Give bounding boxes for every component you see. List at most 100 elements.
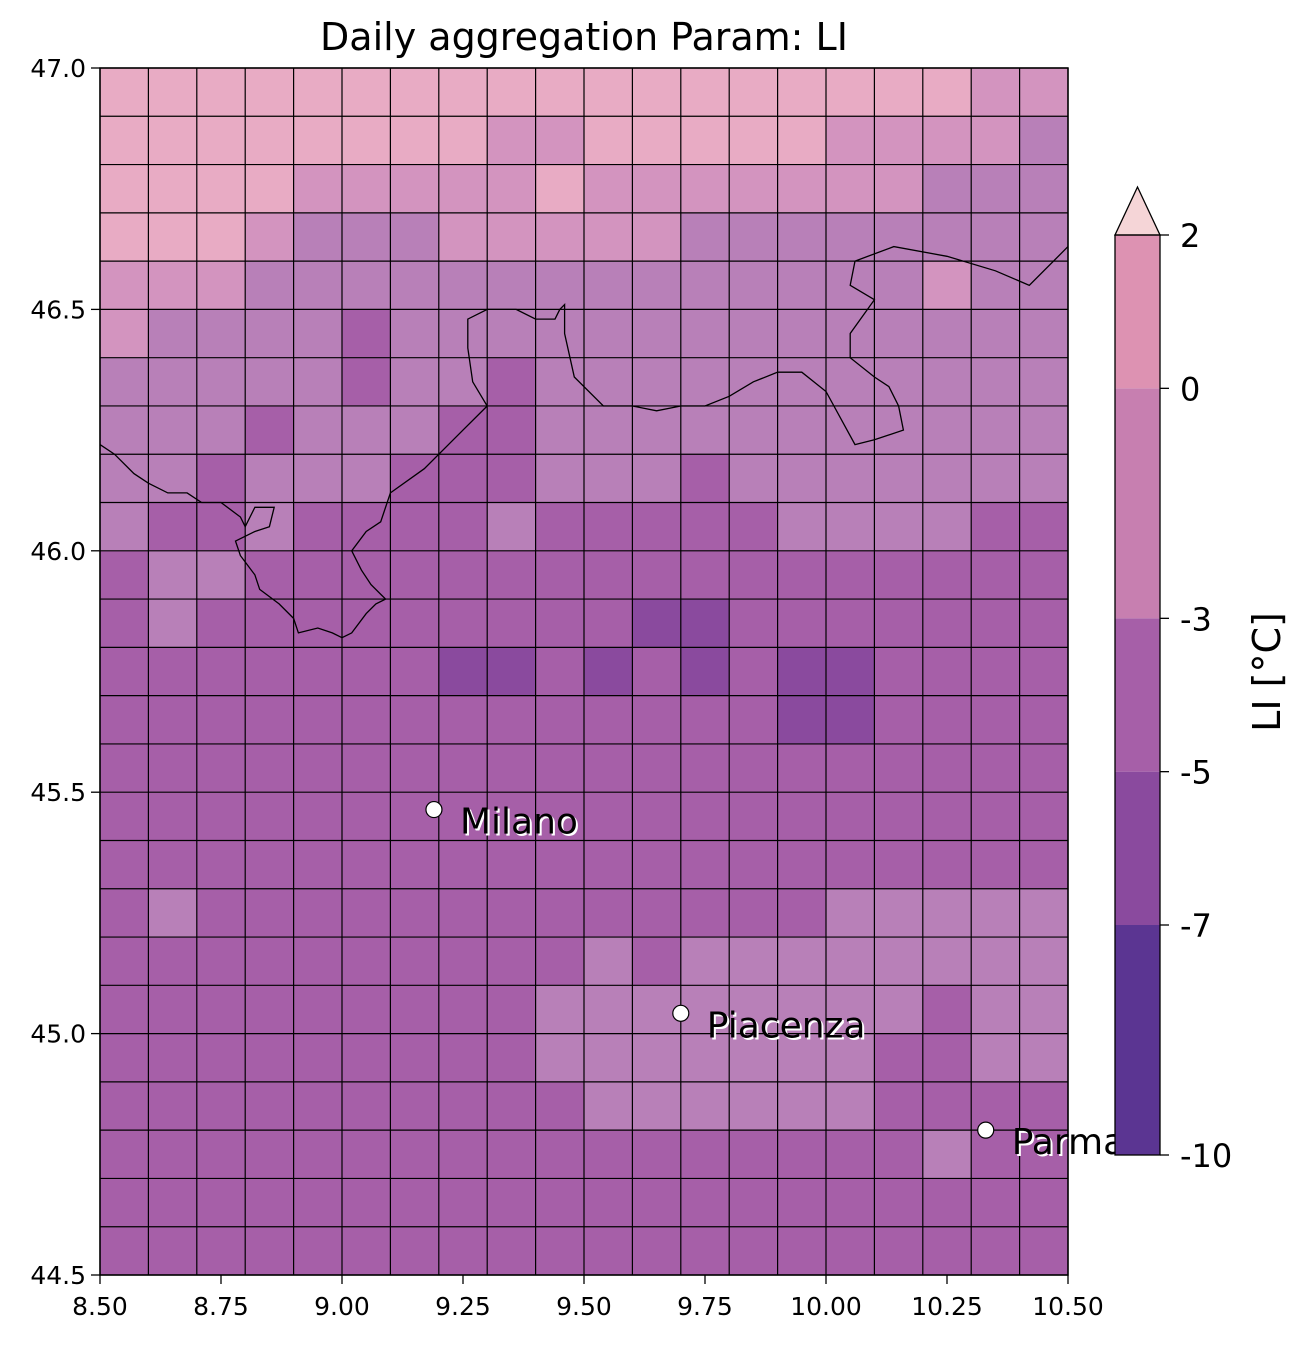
grid-cell [826,985,875,1034]
grid-cell [100,695,149,744]
grid-cell [971,840,1020,889]
grid-cell [922,116,972,165]
grid-cell [826,405,875,455]
x-tick-label: 9.50 [556,1292,612,1321]
grid-cell [245,888,294,938]
colorbar-tick-label: -5 [1180,754,1212,792]
grid-cell [196,502,246,551]
grid-cell [584,1178,633,1227]
y-tick-label: 46.5 [30,295,86,324]
colorbar-tick-label: -10 [1180,1137,1232,1175]
grid-cell [245,792,294,841]
grid-cell [680,743,730,793]
grid-cell [729,1081,778,1131]
grid-cell [1019,937,1068,986]
grid-cell [729,888,778,938]
grid-cell [826,695,875,744]
grid-cell [196,405,246,455]
grid-cell [487,405,536,455]
grid-cell [148,68,197,117]
grid-cell [342,261,391,310]
grid-cell [487,647,536,696]
colorbar-segment [1115,388,1160,619]
grid-cell [342,116,391,165]
grid-cell [100,357,149,406]
grid-cell [438,1033,488,1082]
grid-cell [196,985,246,1034]
grid-cell [777,164,826,213]
grid-cell [922,840,972,889]
grid-cell [293,743,342,793]
grid-cell [777,454,826,503]
grid-cell [729,695,778,744]
grid-cell [535,164,584,213]
grid-cell [390,212,439,262]
grid-cell [777,1178,826,1227]
grid-cell [196,647,246,696]
x-tick-label: 9.75 [677,1292,733,1321]
grid-cell [729,647,778,696]
grid-cell [196,261,246,310]
grid-cell [342,68,391,117]
grid-cell [680,888,730,938]
grid-cell [342,550,391,600]
grid-cell [1019,164,1068,213]
grid-cell [293,937,342,986]
grid-cell [632,888,681,938]
grid-cell [922,937,972,986]
grid-cell [971,1178,1020,1227]
grid-cell [438,1226,488,1275]
grid-cell [874,405,923,455]
grid-cell [777,743,826,793]
grid-cell [438,1178,488,1227]
grid-cell [729,68,778,117]
colorbar-tick-label: -3 [1180,600,1212,638]
grid-cell [632,599,681,648]
grid-cell [777,937,826,986]
city-label-shadow: Piacenza [709,1007,868,1048]
grid-cell [342,454,391,503]
grid-cell [1019,743,1068,793]
grid-cell [148,1033,197,1082]
grid-cell [777,840,826,889]
grid-cell [729,1033,778,1082]
grid-cell [487,743,536,793]
grid-cell [535,454,584,503]
grid-cell [922,599,972,648]
grid-cell [293,550,342,600]
grid-cell [632,937,681,986]
grid-cell [390,695,439,744]
grid-cell [971,1130,1020,1179]
grid-cell [487,454,536,503]
grid-cell [584,985,633,1034]
grid-cell [826,116,875,165]
grid-cell [342,1081,391,1131]
grid-cell [971,792,1020,841]
grid-cell [874,888,923,938]
grid-cell [148,1081,197,1131]
grid-cell [971,1226,1020,1275]
grid-cell [148,888,197,938]
grid-cell [100,599,149,648]
grid-cell [729,212,778,262]
grid-cell [245,164,294,213]
grid-cell [293,502,342,551]
grid-cell [971,68,1020,117]
grid-cell [535,502,584,551]
grid-cell [100,1081,149,1131]
country-border [99,245,1069,639]
grid-cell [196,840,246,889]
grid-cell [922,1033,972,1082]
grid-cell [535,309,584,358]
grid-cell [438,309,488,358]
grid-cell [922,357,972,406]
grid-cell [293,454,342,503]
grid-cell [487,357,536,406]
grid-cell [293,405,342,455]
grid-cell [632,1178,681,1227]
grid-cell [245,357,294,406]
grid-cell [729,985,778,1034]
grid-cell [729,937,778,986]
grid-cell [632,743,681,793]
grid-cell [922,1178,972,1227]
